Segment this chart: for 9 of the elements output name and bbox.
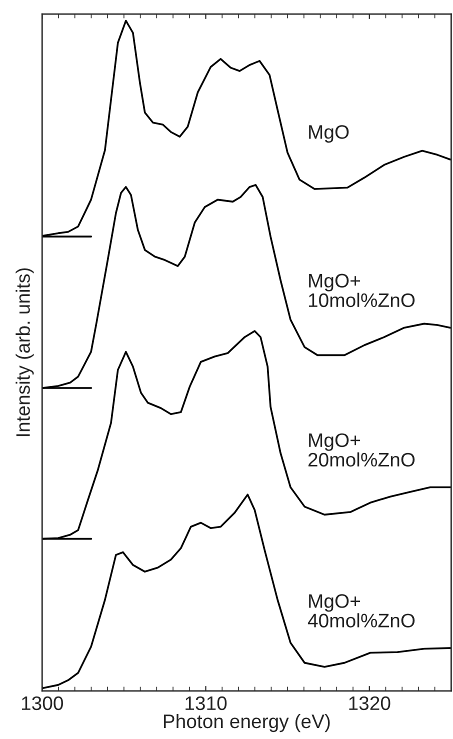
series-label: MgO+ 10mol%ZnO — [308, 274, 415, 308]
x-axis-title: Photon energy (eV) — [164, 714, 330, 732]
x-tick-label: 1320 — [349, 696, 390, 710]
series-label: MgO+ 40mol%ZnO — [308, 594, 415, 628]
y-axis-title: Intensity (arb. units) — [16, 268, 34, 436]
x-tick-label: 1310 — [186, 696, 227, 710]
series-label: MgO+ 20mol%ZnO — [308, 433, 415, 467]
x-tick-label: 1300 — [22, 696, 63, 710]
series-label: MgO — [309, 125, 349, 143]
